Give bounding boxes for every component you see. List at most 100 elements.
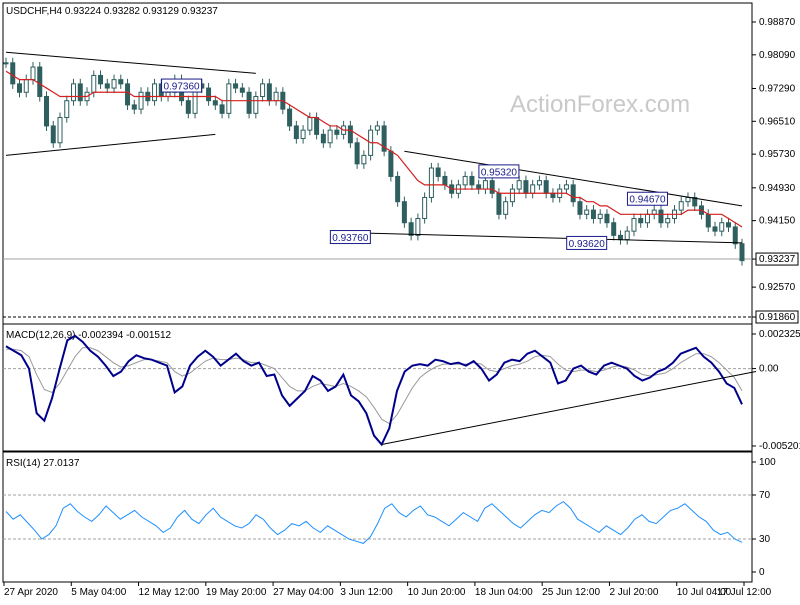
candle-body xyxy=(590,209,596,220)
candle-body xyxy=(415,218,421,236)
candle-body xyxy=(442,175,448,186)
macd-series-group xyxy=(5,334,757,447)
candle-body xyxy=(428,167,434,198)
candle-body xyxy=(638,218,644,224)
rsi-axis: 100 70 30 0 xyxy=(3,457,776,578)
rsi-tick-label: 0 xyxy=(759,567,765,578)
candle-body xyxy=(489,180,495,194)
candle-body xyxy=(469,175,475,186)
candle-body xyxy=(401,201,407,224)
candle-body xyxy=(422,196,428,220)
x-tick-label: 19 May 20:00 xyxy=(206,587,267,598)
candle-body xyxy=(725,222,731,228)
candle-body xyxy=(23,79,29,93)
candle-body xyxy=(651,209,657,215)
candle-body xyxy=(550,192,556,198)
x-tick-label: 27 May 04:00 xyxy=(273,587,334,598)
x-tick-label: 10 Jun 20:00 xyxy=(408,587,466,598)
x-tick-label: 2 Jul 20:00 xyxy=(609,587,658,598)
price-axis: 0.98870 0.98090 0.97290 0.96510 0.95730 0.949… xyxy=(752,17,799,324)
price-tick-label: 0.94150 xyxy=(759,216,796,227)
x-tick-label: 18 Jun 04:00 xyxy=(475,587,533,598)
x-tick-label: 12 May 12:00 xyxy=(139,587,200,598)
current-price-box xyxy=(755,252,799,266)
candle-body xyxy=(307,117,313,131)
price-tag-box xyxy=(566,235,608,250)
x-tick-label: 17 Jul 12:00 xyxy=(717,587,772,598)
rsi-tick-label: 70 xyxy=(759,490,771,501)
candle-body xyxy=(300,129,306,140)
price-tick-label: 0.97290 xyxy=(759,83,796,94)
candle-body xyxy=(570,184,576,203)
rsi-tick-label: 100 xyxy=(759,457,776,468)
price-tag-box xyxy=(329,230,371,245)
candle-body xyxy=(462,175,468,186)
candle-body xyxy=(30,66,36,81)
candle-body xyxy=(131,104,137,110)
price-tag-label: 0.94670 xyxy=(629,195,666,206)
candle-body xyxy=(509,188,515,203)
price-tag-box xyxy=(626,191,668,206)
candle-body xyxy=(476,184,482,190)
candle-body xyxy=(111,79,117,89)
candle-body xyxy=(739,243,745,262)
macd-tick-label: 0.002325 xyxy=(759,329,800,340)
candle-body xyxy=(361,154,367,165)
candle-body xyxy=(388,150,394,177)
candle-body xyxy=(530,184,536,194)
macd-axis: 0.002325 0.00 -0.005201 xyxy=(3,329,800,452)
candle-body xyxy=(503,201,509,215)
candle-body xyxy=(719,222,725,232)
x-tick-label: 10 Jul 04:00 xyxy=(677,587,732,598)
candle-body xyxy=(678,201,684,211)
candle-body xyxy=(185,100,191,114)
candle-body xyxy=(239,87,245,93)
price-tick-label: 0.94930 xyxy=(759,183,796,194)
price-tag-label: 0.93760 xyxy=(332,233,369,244)
candle-body xyxy=(584,209,590,215)
candle-body xyxy=(381,125,387,152)
candle-body xyxy=(77,83,83,102)
candle-body xyxy=(152,83,158,102)
candle-body xyxy=(98,74,104,85)
watermark: ActionForex.com xyxy=(510,91,690,118)
price-tick-label: 0.96510 xyxy=(759,116,796,127)
candle-body xyxy=(395,175,401,203)
candle-body xyxy=(314,117,320,135)
candle-body xyxy=(705,213,711,228)
trendline-support-right xyxy=(370,232,743,244)
candle-body xyxy=(435,167,441,177)
rsi-line xyxy=(5,500,743,544)
candle-body xyxy=(118,79,124,85)
trendline-upper-wedge-right xyxy=(404,150,743,207)
candle-body xyxy=(482,180,488,190)
price-tag-box xyxy=(161,78,203,93)
candle-body xyxy=(334,129,340,135)
macd-tick-label: -0.005201 xyxy=(759,441,800,452)
trendline-upper-triangle-left xyxy=(5,51,256,74)
candle-body xyxy=(320,133,326,144)
rsi-series-group xyxy=(5,500,743,544)
price-tick-label: 0.93237 xyxy=(759,254,796,265)
candle-body xyxy=(624,230,630,241)
moving-average-line xyxy=(5,70,743,228)
price-tick-label: 0.92570 xyxy=(759,282,796,293)
rsi-tick-label: 30 xyxy=(759,534,771,545)
candle-body xyxy=(408,222,414,236)
macd-trendline xyxy=(381,371,757,445)
candle-body xyxy=(3,62,9,65)
price-tick-label: 0.98090 xyxy=(759,50,796,61)
price-tag-label: 0.95320 xyxy=(481,167,518,178)
candle-body xyxy=(57,117,63,144)
candle-body xyxy=(597,213,603,220)
candle-body xyxy=(17,83,23,93)
candle-body xyxy=(536,180,542,186)
candle-body xyxy=(563,184,569,190)
candle-body xyxy=(374,125,380,131)
candle-body xyxy=(50,125,56,144)
macd-pane xyxy=(2,323,753,452)
macd-title: MACD(12,26,9) -0.002394 -0.001512 xyxy=(6,330,172,341)
candle-body xyxy=(125,83,131,106)
price-tag-label: 0.93620 xyxy=(569,239,606,250)
price-tag-box xyxy=(478,164,520,179)
